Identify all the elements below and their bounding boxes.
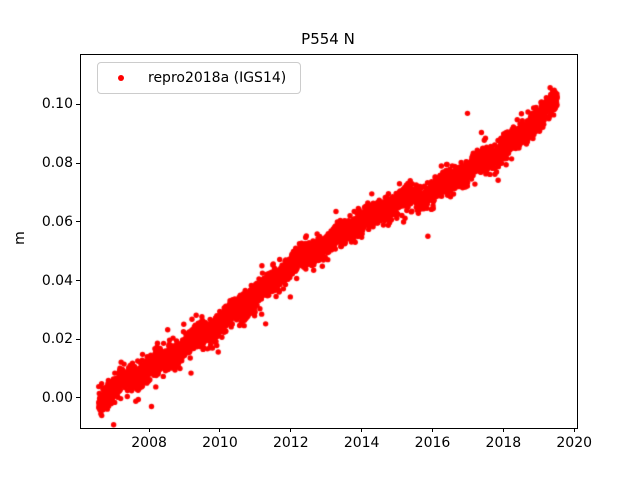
y-tick — [76, 162, 80, 164]
x-tick-label: 2010 — [202, 435, 238, 451]
x-tick — [432, 428, 433, 432]
y-tick-label: 0.06 — [41, 213, 73, 230]
legend: repro2018a (IGS14) — [97, 62, 302, 94]
x-tick — [219, 428, 221, 432]
y-tick — [76, 338, 80, 340]
y-tick-label: 0.00 — [41, 389, 73, 406]
y-tick-label: 0.08 — [41, 155, 73, 172]
x-tick-label: 2008 — [131, 435, 167, 451]
x-tick-label: 2014 — [343, 435, 380, 451]
y-tick-label: 0.10 — [41, 96, 73, 113]
x-tick — [502, 428, 504, 432]
y-axis-label: m — [11, 231, 28, 245]
x-tick — [361, 428, 363, 432]
y-tick — [76, 221, 80, 223]
x-tick — [148, 428, 150, 432]
x-tick-label: 2012 — [272, 435, 309, 451]
y-tick-label: 0.04 — [41, 272, 73, 289]
legend-label: repro2018a (IGS14) — [148, 70, 287, 86]
y-tick — [76, 397, 80, 399]
scatter-points — [81, 55, 577, 428]
legend-marker-icon — [118, 75, 124, 81]
x-tick-label: 2018 — [485, 435, 522, 451]
chart-title: P554 N — [301, 30, 355, 48]
plot-area: repro2018a (IGS14) — [80, 54, 578, 429]
x-tick-label: 2020 — [556, 435, 593, 451]
x-tick — [290, 428, 292, 432]
x-tick — [573, 428, 575, 432]
y-tick — [76, 103, 80, 105]
x-tick-label: 2016 — [414, 435, 451, 451]
y-tick — [76, 280, 80, 282]
y-tick-label: 0.02 — [41, 331, 73, 348]
